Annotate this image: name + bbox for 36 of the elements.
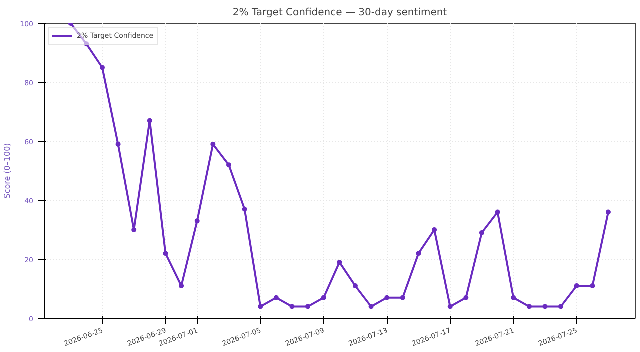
point	[574, 284, 580, 289]
point	[526, 304, 532, 310]
point	[84, 42, 90, 47]
point	[226, 162, 232, 168]
point	[258, 304, 264, 310]
point	[132, 228, 137, 232]
y-axis-title: Score (0–100)	[3, 143, 12, 199]
point	[432, 228, 438, 232]
point	[558, 304, 564, 310]
point	[290, 304, 295, 310]
point	[590, 284, 596, 289]
point	[321, 295, 326, 300]
point	[306, 304, 311, 310]
point	[542, 304, 548, 310]
point	[511, 295, 516, 300]
point	[416, 251, 422, 256]
point	[242, 206, 248, 212]
point	[116, 142, 121, 147]
point	[384, 295, 390, 300]
point	[464, 295, 469, 300]
point	[495, 210, 500, 215]
point	[100, 65, 105, 70]
point	[163, 251, 168, 256]
point	[194, 218, 200, 224]
point	[368, 304, 374, 310]
point	[210, 142, 216, 147]
point	[147, 118, 152, 124]
point	[400, 295, 406, 300]
chart-title: 2% Target Confidence — 30-day sentiment	[232, 8, 448, 18]
point	[337, 260, 342, 265]
point	[448, 304, 453, 310]
point	[352, 284, 358, 289]
point	[606, 210, 611, 215]
point	[179, 284, 184, 289]
point	[479, 230, 484, 236]
point	[274, 295, 279, 300]
